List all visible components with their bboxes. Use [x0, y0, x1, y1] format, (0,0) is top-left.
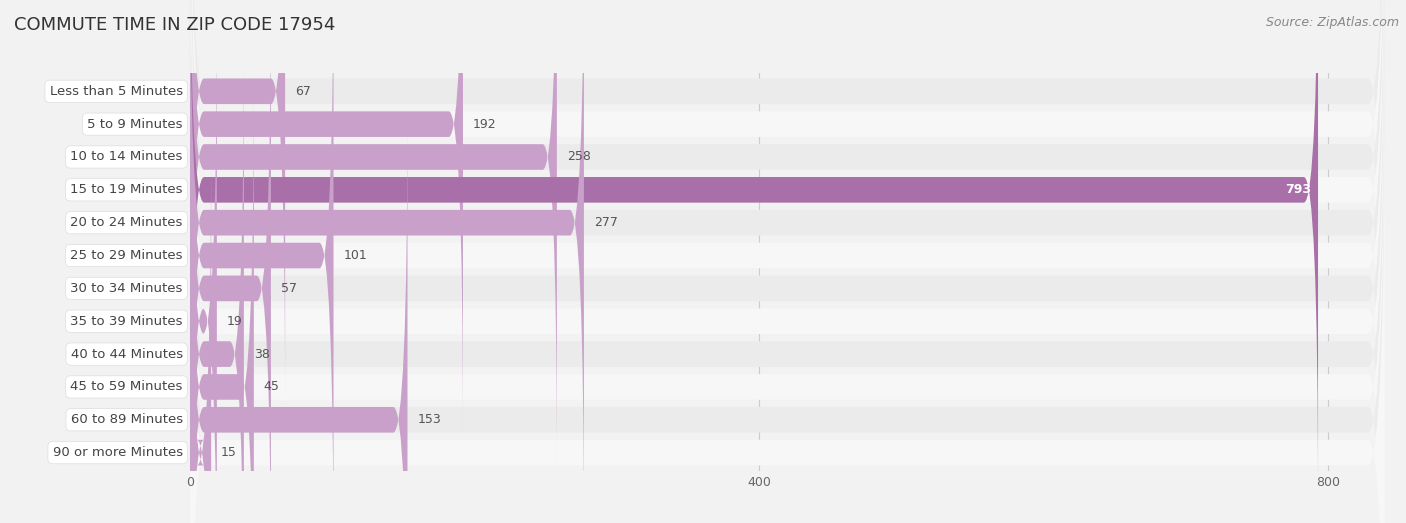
Text: 57: 57 — [281, 282, 297, 295]
Text: 192: 192 — [472, 118, 496, 131]
FancyBboxPatch shape — [190, 137, 211, 523]
FancyBboxPatch shape — [190, 0, 271, 523]
FancyBboxPatch shape — [190, 0, 463, 440]
FancyBboxPatch shape — [190, 71, 254, 523]
Text: COMMUTE TIME IN ZIP CODE 17954: COMMUTE TIME IN ZIP CODE 17954 — [14, 16, 336, 33]
FancyBboxPatch shape — [190, 0, 333, 523]
FancyBboxPatch shape — [190, 0, 1317, 506]
Text: 5 to 9 Minutes: 5 to 9 Minutes — [87, 118, 183, 131]
Text: 35 to 39 Minutes: 35 to 39 Minutes — [70, 315, 183, 328]
Text: 60 to 89 Minutes: 60 to 89 Minutes — [70, 413, 183, 426]
Text: 45 to 59 Minutes: 45 to 59 Minutes — [70, 380, 183, 393]
Text: 45: 45 — [264, 380, 280, 393]
Text: 793: 793 — [1285, 184, 1310, 196]
Text: 90 or more Minutes: 90 or more Minutes — [52, 446, 183, 459]
FancyBboxPatch shape — [190, 104, 408, 523]
Text: 15 to 19 Minutes: 15 to 19 Minutes — [70, 184, 183, 196]
Text: Source: ZipAtlas.com: Source: ZipAtlas.com — [1265, 16, 1399, 29]
FancyBboxPatch shape — [190, 0, 1385, 506]
Text: 258: 258 — [567, 151, 591, 164]
FancyBboxPatch shape — [190, 0, 285, 407]
FancyBboxPatch shape — [190, 6, 217, 523]
FancyBboxPatch shape — [190, 0, 1385, 523]
Text: 153: 153 — [418, 413, 441, 426]
FancyBboxPatch shape — [190, 0, 1385, 523]
FancyBboxPatch shape — [190, 71, 1385, 523]
Text: 25 to 29 Minutes: 25 to 29 Minutes — [70, 249, 183, 262]
FancyBboxPatch shape — [190, 6, 1385, 523]
FancyBboxPatch shape — [190, 38, 243, 523]
Text: 30 to 34 Minutes: 30 to 34 Minutes — [70, 282, 183, 295]
Text: Less than 5 Minutes: Less than 5 Minutes — [49, 85, 183, 98]
FancyBboxPatch shape — [190, 0, 1385, 473]
Text: 67: 67 — [295, 85, 311, 98]
Text: 277: 277 — [593, 216, 617, 229]
FancyBboxPatch shape — [190, 0, 1385, 523]
FancyBboxPatch shape — [190, 0, 557, 473]
Text: 19: 19 — [226, 315, 243, 328]
Text: 15: 15 — [221, 446, 238, 459]
Text: 38: 38 — [254, 348, 270, 360]
Text: 10 to 14 Minutes: 10 to 14 Minutes — [70, 151, 183, 164]
FancyBboxPatch shape — [190, 0, 1385, 523]
Text: 101: 101 — [343, 249, 367, 262]
FancyBboxPatch shape — [190, 0, 1385, 523]
FancyBboxPatch shape — [190, 0, 583, 523]
FancyBboxPatch shape — [190, 0, 1385, 523]
Text: 40 to 44 Minutes: 40 to 44 Minutes — [70, 348, 183, 360]
Text: 20 to 24 Minutes: 20 to 24 Minutes — [70, 216, 183, 229]
FancyBboxPatch shape — [190, 0, 1385, 523]
FancyBboxPatch shape — [190, 38, 1385, 523]
